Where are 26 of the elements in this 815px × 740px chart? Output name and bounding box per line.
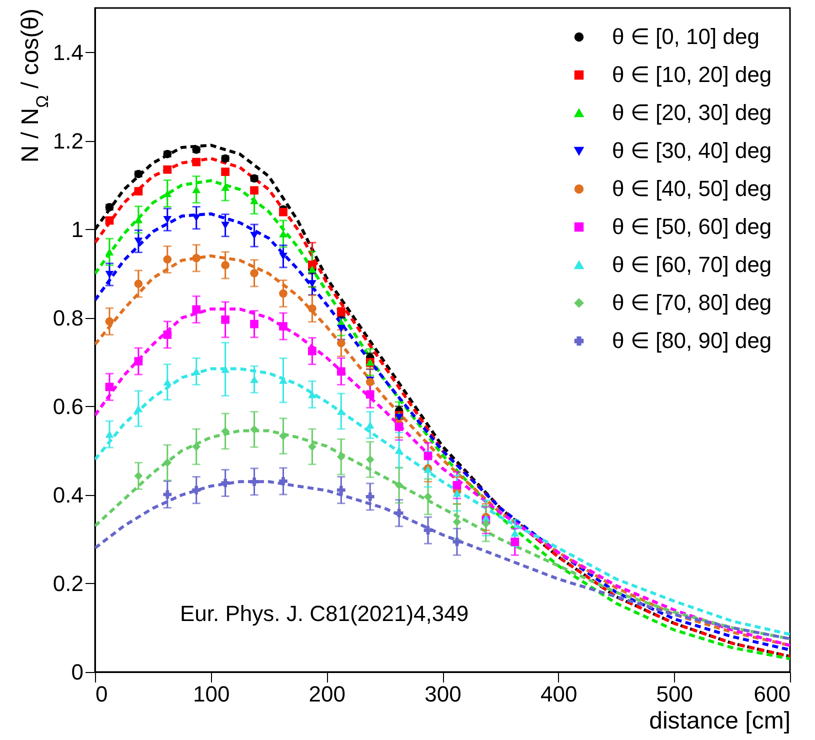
legend-label: θ ∈ [50, 60] deg xyxy=(612,214,772,239)
x-tick-label: 500 xyxy=(656,682,694,706)
x-axis-title: distance [cm] xyxy=(649,708,790,734)
y-tick-label: 0.2 xyxy=(52,570,84,596)
legend-label: θ ∈ [10, 20] deg xyxy=(612,62,772,87)
y-tick-label: 0 xyxy=(71,660,84,684)
x-tick-label: 300 xyxy=(424,682,462,706)
legend-label: θ ∈ [0, 10] deg xyxy=(612,24,760,49)
annotation: Eur. Phys. J. C81(2021)4,349 xyxy=(180,601,469,626)
x-tick-label: 400 xyxy=(540,682,578,706)
y-tick-label: 1.2 xyxy=(52,128,84,154)
x-tick-label: 100 xyxy=(192,682,230,706)
y-tick-label: 1.4 xyxy=(52,40,84,65)
legend-label: θ ∈ [30, 40] deg xyxy=(612,138,772,163)
y-tick-label: 0.4 xyxy=(52,482,84,508)
legend-label: θ ∈ [40, 50] deg xyxy=(612,176,772,201)
x-tick-label: 200 xyxy=(308,682,346,706)
legend-label: θ ∈ [80, 90] deg xyxy=(612,328,772,353)
x-tick-label: 600 xyxy=(754,682,790,706)
y-tick-label: 0.6 xyxy=(52,394,84,419)
legend-label: θ ∈ [20, 30] deg xyxy=(612,100,772,125)
legend-label: θ ∈ [70, 80] deg xyxy=(612,290,772,315)
y-tick-label: 1 xyxy=(71,216,84,242)
x-tick-label: 0 xyxy=(96,682,108,706)
legend-label: θ ∈ [60, 70] deg xyxy=(612,252,772,277)
y-tick-label: 0.8 xyxy=(52,305,84,330)
